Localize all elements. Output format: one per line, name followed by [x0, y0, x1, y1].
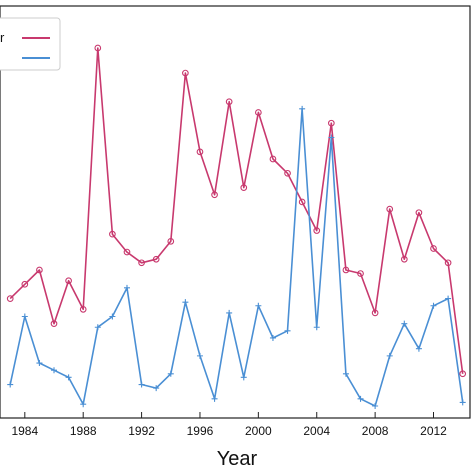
- x-tick-label: 2008: [362, 424, 389, 438]
- series-2-point: [7, 381, 14, 388]
- x-tick-label: 1996: [187, 424, 214, 438]
- series-2-point: [240, 374, 247, 381]
- series-1-point: [79, 305, 87, 313]
- series-2-point: [94, 324, 101, 331]
- series-1-line: [9, 47, 464, 374]
- legend-box: [0, 17, 61, 71]
- series-2-point: [211, 395, 218, 402]
- series-1-point: [327, 119, 335, 127]
- series-1-point: [284, 169, 291, 177]
- legend: r: [0, 17, 61, 71]
- series-1-point: [400, 255, 408, 263]
- series-1-point: [342, 266, 350, 274]
- series-2-point: [386, 352, 393, 359]
- series-1-point: [167, 237, 175, 245]
- series-1-point: [65, 277, 72, 285]
- series-1-point: [386, 205, 394, 213]
- series-2-point: [269, 334, 276, 341]
- x-axis: 1984 1988 1992 1996 2000 2004 2008 2012: [11, 412, 447, 438]
- series-2-point: [445, 295, 452, 302]
- series-1-point: [109, 230, 116, 238]
- series-2-point: [123, 284, 130, 291]
- series-1-point: [357, 270, 364, 277]
- series-2-point: [196, 352, 203, 359]
- series-1-point: [459, 370, 467, 378]
- series-2-point: [372, 403, 379, 409]
- series-1-point: [123, 248, 131, 256]
- x-tick-label: 2004: [303, 424, 330, 438]
- series-2-point: [459, 399, 466, 406]
- x-tick-label: 2012: [420, 424, 447, 438]
- series-1-point: [415, 209, 423, 217]
- legend-label-series-1: r: [0, 30, 5, 45]
- x-tick-label: 1984: [11, 424, 38, 438]
- series-1: [6, 44, 467, 378]
- series-1-point: [6, 295, 14, 302]
- series-1-point: [211, 191, 218, 199]
- x-axis-label: Year: [217, 448, 258, 470]
- series-2-point: [401, 320, 408, 327]
- series-1-point: [21, 280, 29, 288]
- series-1-point: [240, 184, 248, 191]
- plot-frame: [0, 5, 471, 419]
- series-1-point: [94, 44, 102, 52]
- series-2-point: [21, 313, 28, 320]
- series-2-point: [167, 370, 174, 377]
- x-tick-label: 1992: [128, 424, 155, 438]
- series-2-point: [313, 324, 320, 331]
- series-1-point: [182, 69, 189, 77]
- series-1-point: [298, 198, 306, 206]
- series-2-point: [36, 360, 43, 367]
- series-2-point: [284, 327, 291, 334]
- series-layer: [6, 44, 467, 409]
- series-2-point: [51, 367, 58, 374]
- series-1-point: [152, 255, 160, 263]
- series-1-point: [196, 148, 204, 156]
- series-2-point: [153, 385, 160, 392]
- x-tick-label: 2000: [245, 424, 272, 438]
- series-1-point: [444, 259, 452, 267]
- series-1-point: [138, 259, 145, 267]
- series-2-point: [415, 345, 422, 352]
- series-2-point: [357, 395, 364, 402]
- series-2-line: [9, 108, 464, 407]
- series-1-point: [50, 320, 58, 328]
- series-1-point: [371, 309, 379, 317]
- series-1-point: [36, 266, 43, 274]
- series-2-point: [328, 134, 335, 141]
- x-tick-label: 1988: [70, 424, 97, 438]
- series-2-point: [80, 401, 87, 408]
- series-2-point: [342, 370, 349, 377]
- series-2-point: [226, 309, 233, 316]
- series-2-point: [430, 302, 437, 309]
- series-2: [7, 105, 466, 409]
- series-1-point: [269, 155, 277, 163]
- series-2-point: [138, 381, 145, 388]
- series-2-point: [65, 374, 72, 381]
- series-2-point: [299, 105, 306, 112]
- series-2-point: [109, 313, 116, 320]
- series-1-point: [225, 98, 233, 106]
- series-2-point: [182, 299, 189, 306]
- series-2-point: [255, 302, 262, 309]
- series-1-point: [313, 227, 321, 234]
- series-1-point: [255, 109, 262, 116]
- series-1-point: [430, 245, 437, 252]
